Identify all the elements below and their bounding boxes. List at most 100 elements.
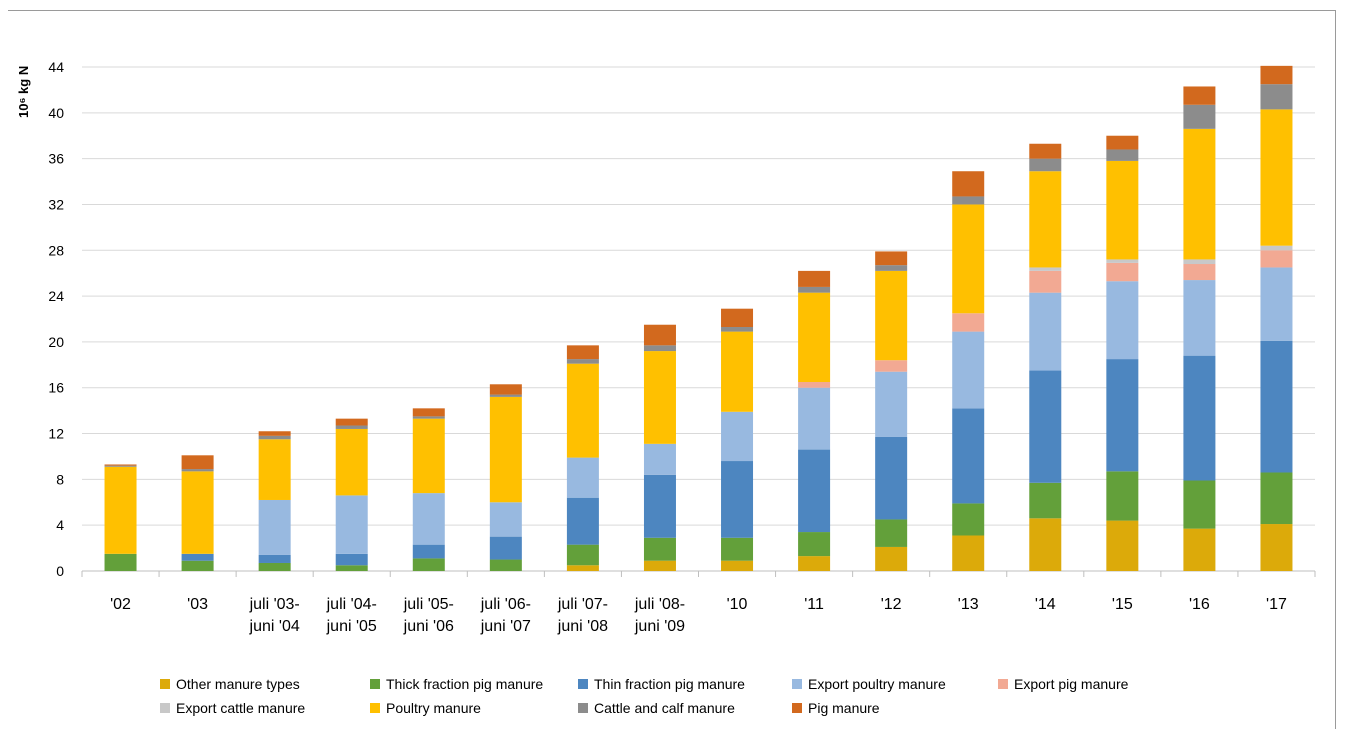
legend-item: Pig manure — [792, 700, 880, 716]
bar-segment-export-poultry-manure — [258, 499, 291, 555]
bar-segment-other-manure-types — [1260, 524, 1293, 571]
bar-segment-cattle-and-calf-manure — [489, 394, 522, 397]
bar-segment-pig-manure — [258, 431, 291, 436]
y-tick-label: 24 — [48, 288, 64, 304]
bar-segment-poultry-manure — [798, 292, 831, 382]
x-tick-label: '16 — [1189, 596, 1210, 613]
x-tick-label: juli '07- — [557, 596, 608, 613]
bar-segment-cattle-and-calf-manure — [721, 327, 754, 332]
legend-label: Other manure types — [176, 676, 300, 692]
bar-segment-other-manure-types — [1029, 518, 1062, 571]
bar-segment-thick-fraction-pig-manure — [335, 565, 368, 571]
bar-segment-pig-manure — [335, 418, 368, 426]
bar-segment-cattle-and-calf-manure — [412, 416, 445, 419]
bar-segment-cattle-and-calf-manure — [181, 469, 214, 472]
x-tick-label: '12 — [881, 596, 902, 613]
x-tick-label: juli '04- — [326, 596, 377, 613]
bar-segment-thin-fraction-pig-manure — [1106, 359, 1139, 472]
y-tick-label: 8 — [56, 471, 64, 487]
bar-segment-other-manure-types — [1183, 528, 1216, 571]
bar-segment-thick-fraction-pig-manure — [258, 562, 291, 571]
bar-segment-pig-manure — [489, 384, 522, 395]
legend-item: Cattle and calf manure — [578, 700, 735, 716]
bar-segment-export-poultry-manure — [952, 331, 985, 409]
bar-segment-pig-manure — [1029, 143, 1062, 159]
bar-segment-pig-manure — [181, 455, 214, 470]
bar-segment-poultry-manure — [1106, 160, 1139, 260]
bar-segment-thin-fraction-pig-manure — [952, 408, 985, 504]
x-tick-label: juli '05- — [403, 596, 454, 613]
legend-swatch — [160, 679, 170, 689]
bar-segment-cattle-and-calf-manure — [1106, 149, 1139, 161]
x-tick-label: juni '09 — [634, 618, 685, 635]
x-tick-label: juni '08 — [557, 618, 608, 635]
bar-segment-other-manure-types — [875, 546, 908, 571]
bar-segment-thick-fraction-pig-manure — [412, 558, 445, 571]
bar-segment-export-poultry-manure — [412, 493, 445, 545]
bar-segment-poultry-manure — [489, 396, 522, 503]
legend-swatch — [792, 703, 802, 713]
y-tick-label: 44 — [48, 59, 64, 75]
y-tick-label: 4 — [56, 517, 64, 533]
bar-segment-cattle-and-calf-manure — [104, 465, 137, 467]
y-tick-label: 20 — [48, 334, 64, 350]
bar-segment-thin-fraction-pig-manure — [721, 461, 754, 538]
bar-segment-other-manure-types — [643, 560, 676, 571]
bar-segment-other-manure-types — [721, 560, 754, 571]
bar-segment-thick-fraction-pig-manure — [181, 560, 214, 571]
bar-segment-export-poultry-manure — [566, 457, 599, 498]
bar-segment-other-manure-types — [566, 565, 599, 571]
bar-segment-thick-fraction-pig-manure — [1029, 482, 1062, 519]
x-tick-label: '13 — [958, 596, 979, 613]
bar-segment-export-cattle-manure — [1260, 245, 1293, 251]
bar-segment-thick-fraction-pig-manure — [798, 532, 831, 557]
legend-label: Cattle and calf manure — [594, 700, 735, 716]
bar-segment-poultry-manure — [1183, 128, 1216, 260]
bar-segment-pig-manure — [875, 251, 908, 266]
bar-segment-export-poultry-manure — [875, 371, 908, 437]
bar-segment-cattle-and-calf-manure — [643, 345, 676, 352]
legend-swatch — [370, 679, 380, 689]
bar-segment-export-cattle-manure — [1029, 267, 1062, 271]
bar-segment-poultry-manure — [181, 471, 214, 554]
bar-segment-thin-fraction-pig-manure — [412, 544, 445, 559]
bar-segment-thick-fraction-pig-manure — [721, 537, 754, 561]
legend-label: Thick fraction pig manure — [386, 676, 544, 692]
bar-segment-other-manure-types — [952, 535, 985, 571]
bar-segment-poultry-manure — [721, 331, 754, 412]
bar-segment-thin-fraction-pig-manure — [181, 553, 214, 561]
bar-segment-pig-manure — [1183, 86, 1216, 105]
x-tick-label: '11 — [804, 596, 824, 613]
stacked-bar-chart: 0 4 8 12 16 20 24 28 32 36 40 44 '02 '03 juli '03- juni… — [48, 59, 1316, 635]
bar-segment-pig-manure — [104, 464, 137, 466]
bar-segment-export-pig-manure — [1183, 264, 1216, 281]
y-tick-label: 28 — [48, 242, 64, 258]
y-tick-label: 36 — [48, 151, 64, 167]
bar-segment-thin-fraction-pig-manure — [798, 449, 831, 533]
bar-segment-export-poultry-manure — [721, 411, 754, 462]
bar-segment-poultry-manure — [566, 363, 599, 458]
bar-segment-thick-fraction-pig-manure — [1106, 471, 1139, 521]
bar-segment-thick-fraction-pig-manure — [643, 537, 676, 561]
legend-swatch — [370, 703, 380, 713]
bar-segment-export-poultry-manure — [1106, 281, 1139, 360]
bar-segment-export-poultry-manure — [1260, 267, 1293, 341]
x-tick-label: juni '05 — [326, 618, 377, 635]
y-axis-label-box: 10⁶ kg N — [16, 66, 31, 132]
y-tick-label: 0 — [56, 563, 64, 579]
x-tick-label: '17 — [1266, 596, 1287, 613]
legend-label: Export cattle manure — [176, 700, 306, 716]
bar-segment-pig-manure — [721, 308, 754, 328]
bar-segment-export-pig-manure — [952, 313, 985, 332]
bar-segment-export-poultry-manure — [1183, 280, 1216, 356]
x-tick-label: juni '06 — [403, 618, 454, 635]
bar-segment-cattle-and-calf-manure — [1029, 158, 1062, 172]
bar-segment-pig-manure — [566, 345, 599, 360]
bar-segment-export-pig-manure — [798, 382, 831, 388]
bar-segment-thin-fraction-pig-manure — [258, 554, 291, 563]
y-tick-label: 40 — [48, 105, 64, 121]
legend-swatch — [998, 679, 1008, 689]
bar-segment-poultry-manure — [104, 466, 137, 554]
bar-segment-export-cattle-manure — [1183, 259, 1216, 265]
legend-swatch — [578, 679, 588, 689]
